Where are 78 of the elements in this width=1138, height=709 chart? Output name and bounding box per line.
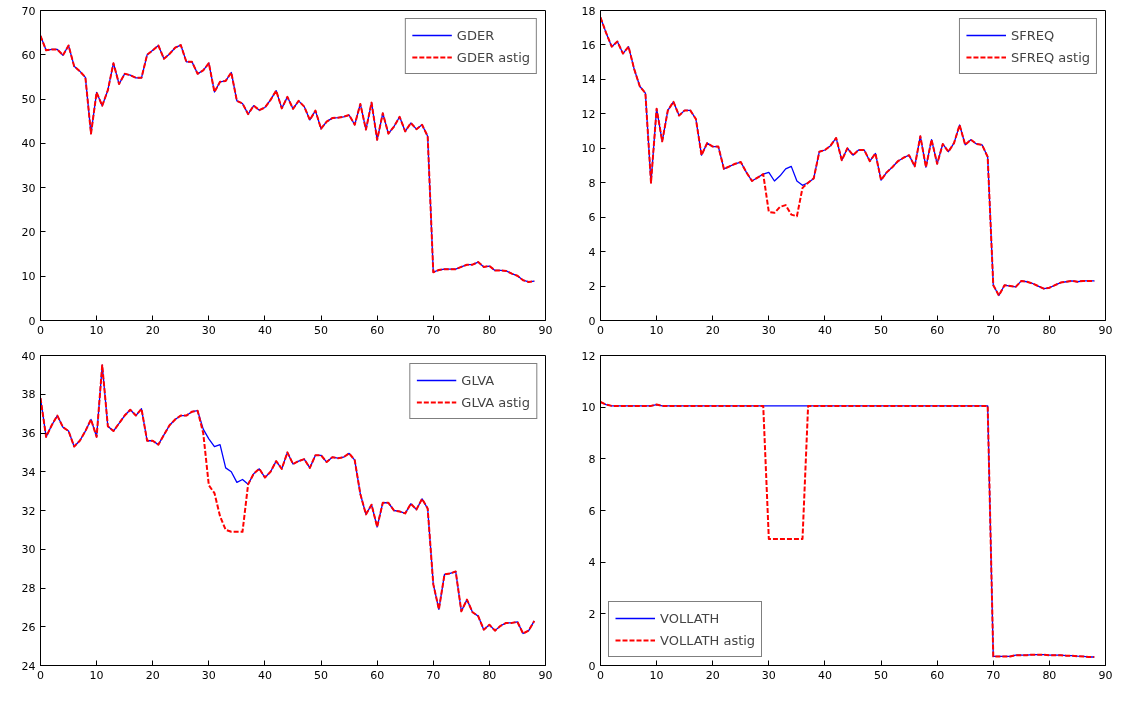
legend-label: SFREQ: [1010, 27, 1055, 43]
x-tick-label: 90: [1098, 668, 1113, 682]
x-tick-label: 50: [874, 668, 889, 682]
y-tick-label: 10: [21, 270, 36, 284]
x-tick-label: 10: [649, 323, 664, 337]
legend-label: GLVA astig: [461, 394, 530, 410]
y-tick-label: 34: [21, 465, 36, 479]
x-tick-label: 80: [482, 668, 497, 682]
y-tick-label: 4: [588, 556, 596, 570]
x-tick-label: 20: [705, 668, 720, 682]
x-tick-label: 40: [257, 668, 272, 682]
y-tick-label: 4: [588, 245, 596, 259]
x-tick-label: 90: [1098, 323, 1113, 337]
x-tick-label: 30: [761, 323, 776, 337]
y-tick-label: 2: [588, 280, 596, 294]
x-tick-label: 30: [761, 668, 776, 682]
y-tick-label: 38: [21, 388, 36, 402]
y-tick-label: 24: [21, 659, 36, 673]
x-tick-label: 60: [930, 323, 945, 337]
y-tick-label: 6: [588, 504, 596, 518]
x-tick-label: 10: [89, 323, 104, 337]
y-tick-label: 6: [588, 211, 596, 225]
y-tick-label: 70: [21, 4, 36, 18]
x-tick-label: 10: [89, 668, 104, 682]
y-tick-label: 10: [581, 142, 596, 156]
legend-label: GDER: [456, 27, 495, 43]
x-tick-label: 60: [930, 668, 945, 682]
legend-label: VOLLATH astig: [660, 632, 756, 648]
x-tick-label: 50: [314, 668, 329, 682]
y-tick-label: 18: [581, 4, 596, 18]
x-tick-label: 60: [370, 668, 385, 682]
x-tick-label: 40: [817, 323, 832, 337]
y-tick-label: 30: [21, 543, 36, 557]
x-tick-label: 50: [874, 323, 889, 337]
y-tick-label: 40: [21, 137, 36, 151]
x-tick-label: 30: [201, 323, 216, 337]
y-tick-label: 40: [21, 349, 36, 363]
y-tick-label: 0: [28, 314, 36, 328]
y-tick-label: 32: [21, 504, 36, 518]
x-tick-label: 70: [986, 668, 1001, 682]
x-tick-label: 40: [817, 668, 832, 682]
x-tick-label: 30: [201, 668, 216, 682]
x-tick-label: 70: [426, 323, 441, 337]
x-tick-label: 80: [1042, 668, 1057, 682]
y-tick-label: 60: [21, 48, 36, 62]
x-tick-label: 20: [705, 323, 720, 337]
x-tick-label: 40: [257, 323, 272, 337]
y-tick-label: 36: [21, 427, 36, 440]
y-tick-label: 14: [581, 73, 596, 87]
legend-label: GLVA: [461, 372, 495, 388]
y-tick-label: 2: [588, 607, 596, 621]
x-tick-label: 90: [538, 668, 553, 682]
y-tick-label: 10: [581, 401, 596, 415]
y-tick-label: 8: [588, 452, 596, 466]
legend-label: VOLLATH: [660, 610, 720, 626]
x-tick-label: 90: [538, 323, 553, 337]
x-tick-label: 20: [145, 323, 160, 337]
x-tick-label: 80: [482, 323, 497, 337]
y-tick-label: 16: [581, 38, 596, 52]
legend-label: SFREQ astig: [1010, 49, 1090, 65]
x-tick-label: 20: [145, 668, 160, 682]
y-tick-label: 12: [581, 349, 596, 363]
y-tick-label: 50: [21, 93, 36, 107]
y-tick-label: 26: [21, 620, 36, 634]
y-tick-label: 0: [588, 659, 596, 673]
x-tick-label: 60: [370, 323, 385, 337]
x-tick-label: 10: [649, 668, 664, 682]
x-tick-label: 70: [986, 323, 1001, 337]
y-tick-label: 0: [588, 314, 596, 328]
legend-label: GDER astig: [456, 49, 530, 65]
y-tick-label: 12: [581, 107, 596, 121]
x-tick-label: 70: [426, 668, 441, 682]
y-tick-label: 8: [588, 176, 596, 190]
y-tick-label: 20: [21, 225, 36, 239]
y-tick-label: 28: [21, 582, 36, 595]
y-tick-label: 30: [21, 181, 36, 195]
x-tick-label: 50: [314, 323, 329, 337]
x-tick-label: 80: [1042, 323, 1057, 337]
